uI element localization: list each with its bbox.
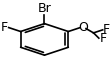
Text: F: F — [102, 23, 109, 36]
Text: F: F — [1, 21, 8, 34]
Text: O: O — [78, 21, 88, 34]
Text: Br: Br — [37, 2, 51, 15]
Text: F: F — [98, 32, 106, 45]
